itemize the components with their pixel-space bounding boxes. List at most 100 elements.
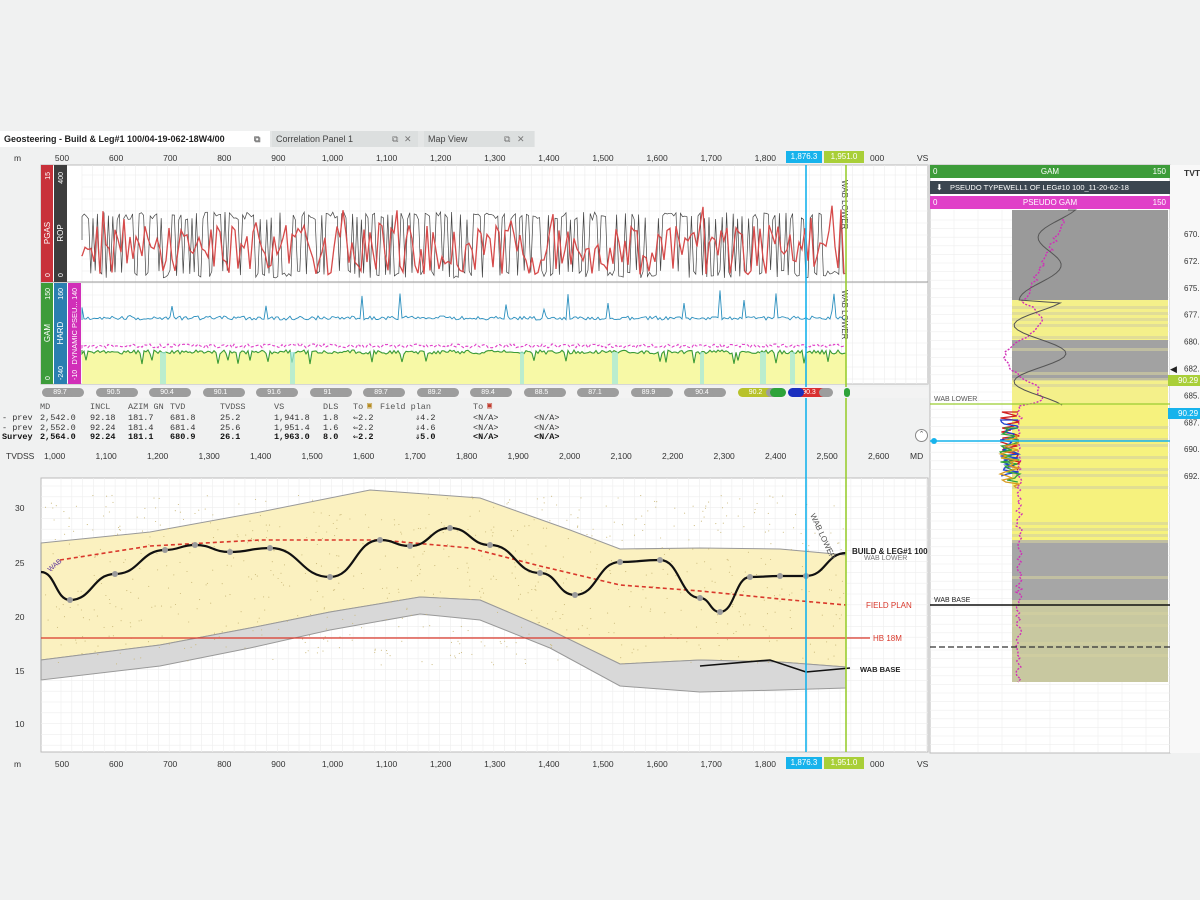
inclination-pill[interactable]: 90.3 — [791, 388, 827, 397]
inclination-pill-filler[interactable] — [70, 388, 84, 397]
inclination-pill-filler[interactable] — [819, 388, 833, 397]
survey-point[interactable] — [572, 592, 578, 598]
tab-geosteering[interactable]: Geosteering - Build & Leg#1 100/04-19-06… — [0, 131, 270, 147]
sand-dot — [528, 525, 530, 527]
sand-dot — [425, 613, 427, 615]
typewell-flag-2[interactable]: 90.29 — [1168, 408, 1200, 419]
typewell-wab-base: WAB BASE — [934, 597, 971, 604]
lateral-band — [612, 352, 618, 384]
inclination-pill-filler[interactable] — [177, 388, 191, 397]
restore-icon[interactable]: ⧉ — [392, 134, 399, 144]
inclination-pill-filler[interactable] — [605, 388, 619, 397]
survey-point[interactable] — [112, 571, 118, 577]
inclination-pill[interactable]: 88.5 — [523, 388, 560, 397]
close-icon[interactable]: ✕ — [517, 134, 525, 144]
inclination-pill-filler[interactable] — [337, 388, 352, 397]
download-icon[interactable]: ⬇ — [936, 183, 943, 192]
inclination-pill[interactable]: 90.5 — [95, 388, 132, 397]
survey-point[interactable] — [777, 573, 783, 579]
sand-dot — [590, 551, 592, 553]
inclination-pill[interactable]: 89.7 — [363, 388, 399, 397]
sand-dot — [92, 495, 94, 497]
survey-point[interactable] — [67, 597, 73, 603]
inclination-pill[interactable]: 89.4 — [470, 388, 506, 397]
pill-end[interactable] — [844, 388, 850, 397]
survey-point[interactable] — [617, 559, 623, 565]
survey-cell: 1.8 — [323, 413, 339, 423]
sand-dot — [434, 565, 436, 567]
survey-point[interactable] — [537, 570, 543, 576]
inclination-pill[interactable]: 87.1 — [577, 388, 613, 397]
inclination-pill[interactable]: 90.4 — [684, 388, 720, 397]
typewell-flag-1[interactable]: 90.29 — [1168, 375, 1200, 386]
survey-point[interactable] — [717, 609, 723, 615]
sand-dot — [82, 636, 84, 638]
sand-dot — [696, 562, 698, 564]
inclination-pill[interactable]: 90.2 — [737, 388, 774, 397]
blue-marker-top[interactable]: 1,876.3 — [786, 151, 822, 163]
inclination-pill-filler[interactable] — [230, 388, 245, 397]
inclination-pill-filler[interactable] — [658, 388, 673, 397]
gam-curve — [81, 348, 847, 365]
sand-dot — [432, 593, 435, 595]
inclination-pill[interactable]: 89.9 — [630, 388, 667, 397]
survey-point[interactable] — [487, 542, 493, 548]
green-marker-bottom[interactable]: 1,951.0 — [824, 757, 864, 769]
inclination-pill[interactable]: 89.2 — [416, 388, 453, 397]
survey-point[interactable] — [747, 574, 753, 580]
sand-dot — [644, 523, 646, 526]
sand-dot — [425, 527, 427, 529]
inclination-pill[interactable]: 90.1 — [202, 388, 239, 397]
sand-dot — [625, 571, 627, 573]
pill-blue[interactable] — [788, 388, 804, 397]
survey-point[interactable] — [657, 557, 663, 563]
inclination-pill[interactable]: 91.6 — [256, 388, 292, 397]
inclination-pill[interactable]: 89.7 — [42, 388, 78, 397]
blue-marker-bottom[interactable]: 1,876.3 — [786, 757, 822, 769]
survey-point[interactable] — [377, 537, 383, 543]
survey-point[interactable] — [327, 574, 333, 580]
survey-point[interactable] — [697, 595, 703, 601]
survey-point[interactable] — [162, 547, 168, 553]
sand-dot — [206, 582, 208, 584]
sand-dot — [77, 604, 79, 606]
tab-map-view[interactable]: Map View ⧉ ✕ — [424, 131, 534, 147]
tab-correlation-panel[interactable]: Correlation Panel 1 ⧉ ✕ — [272, 131, 418, 147]
inclination-pill-filler[interactable] — [444, 388, 459, 397]
collapse-icon[interactable]: ⌃ — [915, 429, 928, 442]
inclination-pill-filler[interactable] — [498, 388, 512, 397]
sand-dot — [137, 597, 139, 599]
survey-point[interactable] — [227, 549, 233, 555]
geosteering-canvas[interactable]: PGAS ROP 15 0 400 0 GAM HARD DYNAMIC PSE… — [0, 149, 1200, 769]
survey-point[interactable] — [192, 542, 198, 548]
sand-dot — [563, 604, 565, 606]
typewell-title-bar[interactable]: PSEUDO TYPEWELL1 OF LEG#10 100_11-20-62-… — [930, 181, 1170, 194]
inclination-pill-filler[interactable] — [391, 388, 405, 397]
inclination-pill-filler[interactable] — [123, 388, 138, 397]
survey-point[interactable] — [447, 525, 453, 531]
survey-point[interactable] — [407, 543, 413, 549]
inclination-pill-filler[interactable] — [712, 388, 726, 397]
restore-icon[interactable]: ⧉ — [504, 134, 511, 144]
inclination-pill[interactable]: 91 — [309, 388, 346, 397]
vs-tick: 700 — [163, 153, 178, 163]
sand-dot — [398, 626, 400, 628]
survey-point[interactable] — [267, 545, 273, 551]
close-icon[interactable]: ✕ — [404, 134, 412, 144]
green-marker-top[interactable]: 1,951.0 — [824, 151, 864, 163]
vs-tick: 900 — [271, 153, 286, 163]
sand-dot — [97, 654, 99, 656]
restore-icon[interactable]: ⧉ — [254, 134, 261, 144]
sand-dot — [591, 535, 593, 537]
sand-dot — [621, 644, 623, 646]
typewell-blue-dot[interactable] — [931, 438, 937, 444]
inclination-pill-filler[interactable] — [551, 388, 566, 397]
sand-dot — [633, 648, 635, 650]
pill-green[interactable] — [770, 388, 786, 397]
sand-dot — [545, 545, 547, 547]
sand-dot — [349, 518, 351, 520]
inclination-pill-filler[interactable] — [284, 388, 298, 397]
inclination-pill[interactable]: 90.4 — [149, 388, 185, 397]
sand-dot — [80, 590, 82, 592]
well-survey-points — [67, 525, 809, 615]
